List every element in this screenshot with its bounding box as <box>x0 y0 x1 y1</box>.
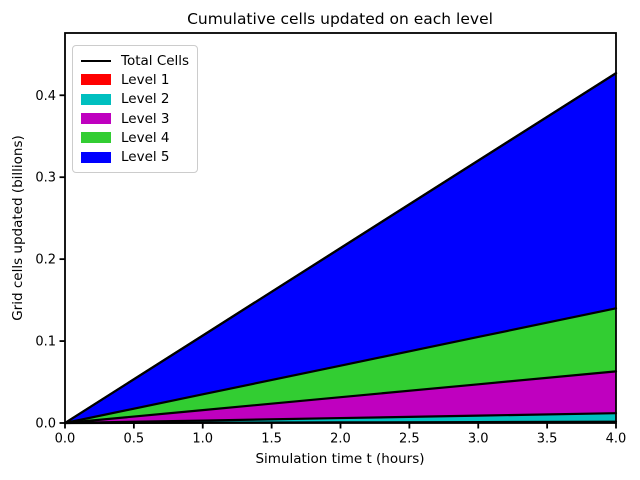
boundary-lines <box>63 72 618 425</box>
x-axis-label: Simulation time t (hours) <box>255 451 424 467</box>
x-tick-label: 1.5 <box>261 432 282 447</box>
legend-label: Level 3 <box>121 110 170 127</box>
x-tick-label: 0.5 <box>124 432 145 447</box>
legend-item-level-2: Level 2 <box>81 90 189 109</box>
legend-label: Total Cells <box>121 52 190 69</box>
edge-level-3 <box>63 370 618 425</box>
legend-label: Level 4 <box>121 129 170 146</box>
x-tick-label: 3.0 <box>468 432 489 447</box>
legend-item-level-3: Level 3 <box>81 109 189 128</box>
legend-line-sample <box>81 59 111 62</box>
x-tick-label: 1.0 <box>192 432 213 447</box>
legend-item-level-5: Level 5 <box>81 148 189 167</box>
legend-item-level-4: Level 4 <box>81 128 189 147</box>
y-tick-label: 0.2 <box>35 253 56 268</box>
y-tick-label: 0.3 <box>35 171 56 186</box>
legend-color-swatch <box>81 132 111 144</box>
legend-label: Level 5 <box>121 149 170 166</box>
x-axis-ticks: 0.0 0.5 1.0 1.5 2.0 2.5 3.0 3.5 4.0 <box>55 423 627 447</box>
legend-label: Level 2 <box>121 91 170 108</box>
legend-color-swatch <box>81 93 111 105</box>
y-axis-ticks: 0.0 0.1 0.2 0.3 0.4 <box>35 89 65 432</box>
total-cells-line <box>63 72 618 425</box>
legend-color-swatch <box>81 74 111 86</box>
x-tick-label: 0.0 <box>55 432 76 447</box>
y-tick-label: 0.4 <box>35 89 56 104</box>
y-axis-label: Grid cells updated (billions) <box>10 135 26 321</box>
legend-color-swatch <box>81 151 111 163</box>
x-tick-label: 4.0 <box>606 432 627 447</box>
legend-label: Level 1 <box>121 71 170 88</box>
legend-item-level-1: Level 1 <box>81 70 189 89</box>
legend-item-total-cells: Total Cells <box>81 51 189 70</box>
edge-level-4 <box>63 307 618 425</box>
legend: Total Cells Level 1 Level 2 Level 3 Level 4 L… <box>72 45 198 173</box>
y-tick-label: 0.1 <box>35 335 56 350</box>
x-tick-label: 2.5 <box>399 432 420 447</box>
edge-level-2 <box>63 412 618 425</box>
chart-title: Cumulative cells updated on each level <box>187 10 493 28</box>
x-tick-label: 3.5 <box>537 432 558 447</box>
legend-color-swatch <box>81 113 111 125</box>
x-tick-label: 2.0 <box>330 432 351 447</box>
y-tick-label: 0.0 <box>35 417 56 432</box>
